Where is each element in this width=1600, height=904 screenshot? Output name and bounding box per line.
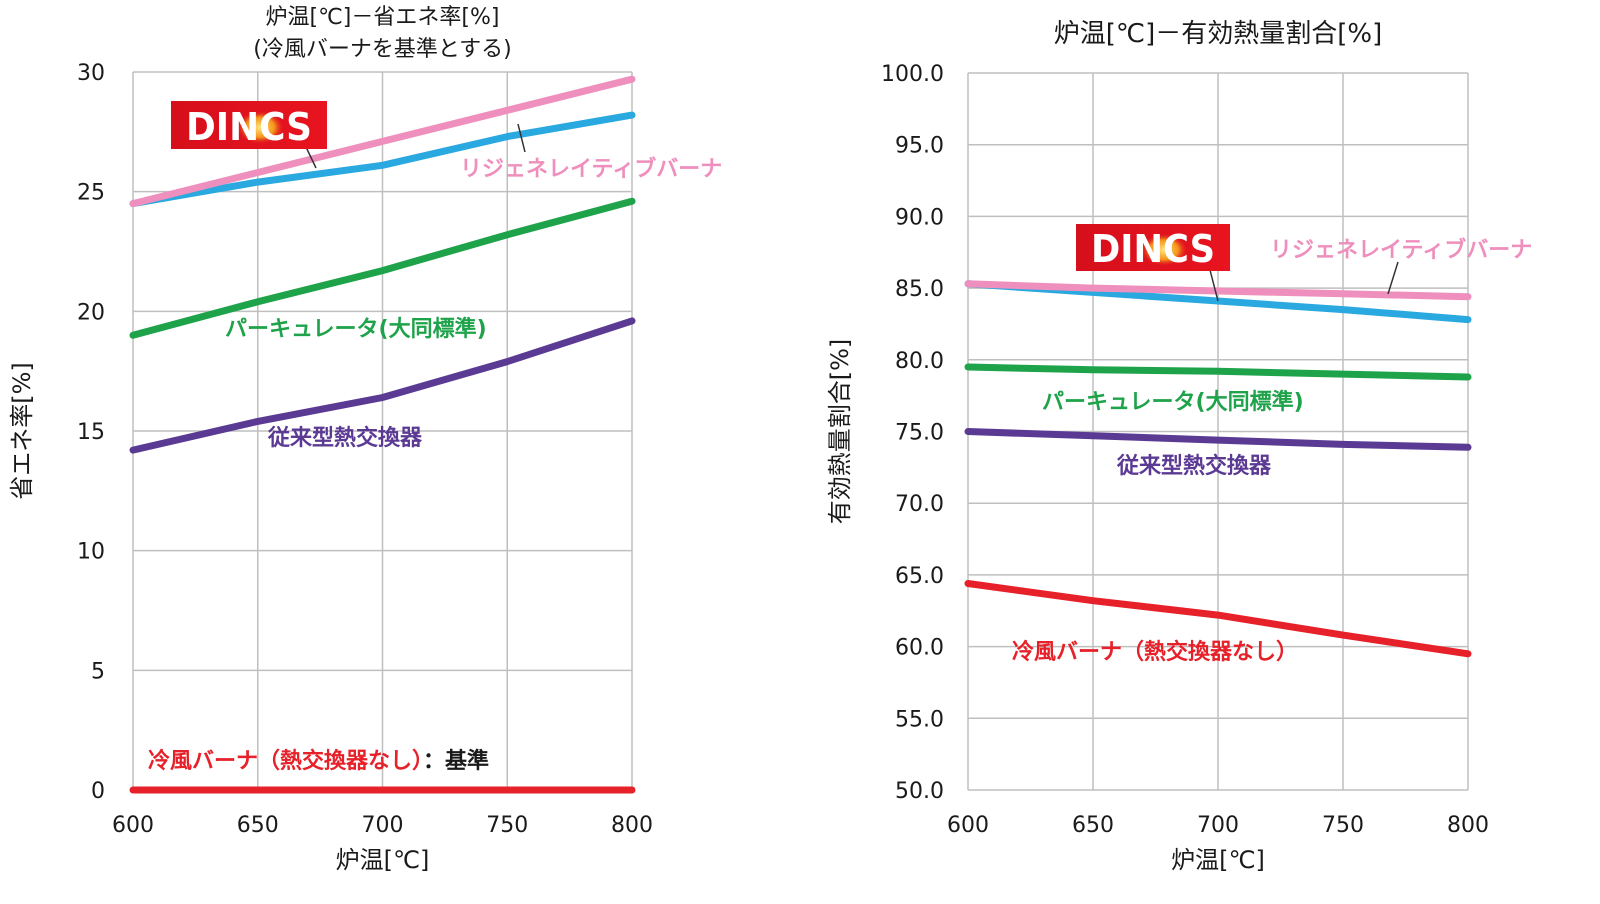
- series-label-text: パーキュレータ(大同標準): [225, 316, 487, 342]
- series-label: 従来型熱交換器: [1116, 453, 1272, 479]
- x-axis-label: 炉温[℃]: [336, 846, 430, 874]
- series-label: パーキュレータ(大同標準): [225, 316, 487, 342]
- series-line: [964, 363, 1472, 381]
- y-tick-label: 100.0: [881, 62, 944, 87]
- series-label-suffix: ：基準: [423, 748, 489, 774]
- series-label-text: リジェネレイティブバーナ: [460, 156, 722, 182]
- y-tick-label: 5: [91, 659, 105, 684]
- leader-line: [1387, 261, 1399, 295]
- chart-energy-saving: 0 5 10 15 20 25 30 600 650 700 750 800 炉温[℃]－省エネ率[%]…: [8, 5, 722, 874]
- leader-line: [517, 123, 526, 153]
- x-tick-label: 700: [1197, 813, 1239, 838]
- series-label: パーキュレータ(大同標準): [1042, 389, 1304, 415]
- x-tick-label: 750: [486, 813, 528, 838]
- y-tick-label: 55.0: [895, 707, 944, 732]
- y-tick-label: 10: [77, 540, 105, 565]
- y-tick-label: 80.0: [895, 349, 944, 374]
- x-tick-label: 600: [112, 813, 154, 838]
- y-tick-label: 30: [77, 61, 105, 86]
- series-line: [964, 580, 1472, 658]
- y-axis-label: 省エネ率[%]: [8, 362, 36, 500]
- series-line: [129, 111, 636, 208]
- y-tick-label: 85.0: [895, 277, 944, 302]
- series-label: 冷風バーナ（熱交換器なし）：基準: [148, 748, 489, 774]
- dincs-logo-text: DINCS: [1091, 227, 1215, 271]
- dincs-logo-flame: [222, 101, 292, 149]
- series-line: [129, 197, 636, 339]
- dincs-logo: DINCS: [171, 101, 327, 149]
- x-axis-label: 炉温[℃]: [1171, 846, 1265, 874]
- dincs-logo: DINCS: [1076, 224, 1230, 271]
- x-tick-label: 800: [611, 813, 653, 838]
- series-label-text: 冷風バーナ（熱交換器なし）: [1012, 639, 1298, 665]
- series-label: 冷風バーナ（熱交換器なし）: [1012, 639, 1298, 665]
- chart-subtitle: (冷風バーナを基準とする): [253, 37, 512, 62]
- y-tick-label: 90.0: [895, 205, 944, 230]
- series-label-text: 冷風バーナ（熱交換器なし）: [148, 748, 423, 774]
- series-label: リジェネレイティブバーナ: [1270, 237, 1532, 263]
- y-axis-label: 有効熱量割合[%]: [826, 339, 854, 525]
- chart-title: 炉温[℃]－省エネ率[%]: [266, 5, 500, 30]
- series-label-text: リジェネレイティブバーナ: [1270, 237, 1532, 263]
- series-label-text: 従来型熱交換器: [267, 425, 423, 451]
- y-tick-label: 15: [77, 420, 105, 445]
- dincs-logo-text: DINCS: [186, 105, 312, 149]
- y-tick-label: 50.0: [895, 779, 944, 804]
- x-tick-label: 600: [947, 813, 989, 838]
- y-tick-label: 60.0: [895, 636, 944, 661]
- series-line: [129, 75, 636, 208]
- dincs-logo-flame: [1126, 224, 1195, 271]
- chart-effective-heat: 50.0 55.0 60.0 65.0 70.0 75.0 80.0 85.0 90.0 95.0…: [826, 19, 1532, 874]
- y-tick-label: 20: [77, 300, 105, 325]
- y-tick-label: 0: [91, 779, 105, 804]
- series-label: 従来型熱交換器: [267, 425, 423, 451]
- series-line: [964, 428, 1472, 451]
- series-label-text: 従来型熱交換器: [1116, 453, 1272, 479]
- y-tick-label: 75.0: [895, 421, 944, 446]
- x-tick-label: 650: [1072, 813, 1114, 838]
- leader-line: [305, 146, 317, 169]
- y-tick-label: 95.0: [895, 134, 944, 159]
- series-label-text: パーキュレータ(大同標準): [1042, 389, 1304, 415]
- series-line: [964, 280, 1472, 301]
- chart-title: 炉温[℃]－有効熱量割合[%]: [1054, 19, 1382, 49]
- x-tick-label: 800: [1447, 813, 1489, 838]
- series-line: [129, 317, 636, 454]
- series-lines: [129, 75, 636, 794]
- y-tick-label: 70.0: [895, 492, 944, 517]
- leader-line: [1209, 269, 1219, 302]
- series-label: リジェネレイティブバーナ: [460, 156, 722, 182]
- y-tick-label: 25: [77, 181, 105, 206]
- x-tick-label: 650: [237, 813, 279, 838]
- gridlines: [967, 72, 1469, 791]
- y-tick-label: 65.0: [895, 564, 944, 589]
- x-tick-label: 750: [1322, 813, 1364, 838]
- x-tick-label: 700: [362, 813, 404, 838]
